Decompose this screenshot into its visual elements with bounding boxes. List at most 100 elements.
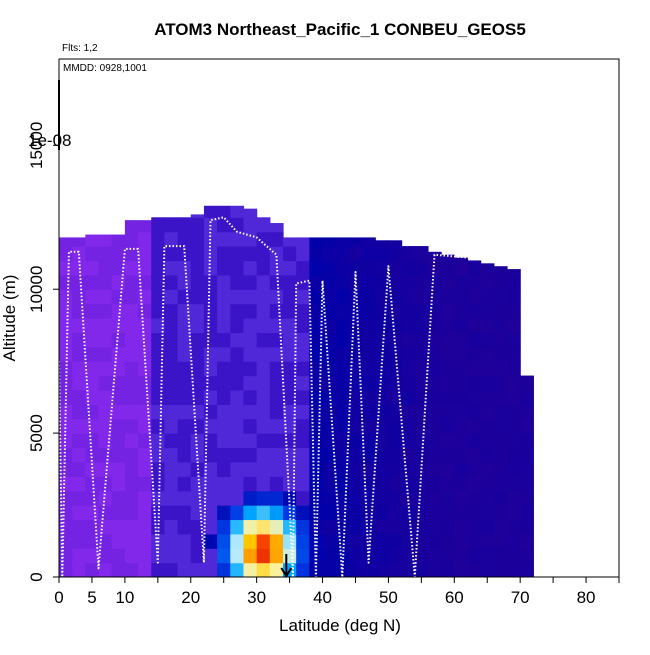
heatmap-cell: [217, 519, 231, 535]
heatmap-cell: [441, 418, 455, 434]
heatmap-cell: [296, 303, 310, 319]
heatmap-cell: [480, 303, 495, 319]
heatmap-cell: [217, 447, 231, 463]
heatmap-cell: [401, 332, 416, 348]
heatmap-cell: [335, 237, 350, 247]
heatmap-cell: [217, 375, 231, 391]
heatmap-cell: [164, 476, 179, 492]
heatmap-cell: [520, 404, 534, 420]
heatmap-cell: [203, 418, 218, 434]
heatmap-cell: [348, 490, 363, 506]
heatmap-cell: [493, 505, 508, 521]
heatmap-cell: [401, 533, 416, 549]
heatmap-cell: [138, 505, 152, 521]
heatmap-cell: [427, 418, 442, 434]
heatmap-cell: [414, 246, 429, 262]
heatmap-cell: [190, 214, 205, 218]
heatmap-cell: [177, 231, 192, 247]
heatmap-cell: [177, 389, 192, 405]
heatmap-cell: [269, 418, 284, 434]
heatmap-cell: [283, 548, 297, 564]
heatmap-cell: [296, 519, 310, 535]
heatmap-cell: [296, 490, 310, 506]
heatmap-cell: [348, 303, 363, 319]
heatmap-cell: [138, 246, 152, 262]
heatmap-cell: [85, 548, 100, 564]
heatmap-cell: [467, 562, 482, 577]
heatmap-cell: [243, 389, 258, 405]
heatmap-cell: [507, 533, 521, 549]
heatmap-cell: [177, 289, 192, 305]
heatmap-cell: [480, 433, 495, 449]
heatmap-cell: [322, 461, 337, 477]
heatmap-cell: [296, 548, 310, 564]
heatmap-cell: [467, 533, 482, 549]
heatmap-cell: [414, 289, 429, 305]
heatmap-cell: [138, 318, 152, 333]
heatmap-cell: [243, 346, 258, 362]
heatmap-cell: [375, 246, 390, 262]
x-tick-label: 40: [313, 588, 332, 607]
heatmap-cell: [401, 433, 416, 449]
heatmap-cell: [243, 461, 258, 477]
heatmap-cell: [375, 318, 390, 333]
heatmap-cell: [230, 231, 245, 247]
heatmap-cell: [520, 375, 534, 391]
heatmap-cell: [243, 519, 258, 535]
heatmap-cell: [164, 562, 179, 577]
heatmap-cell: [362, 461, 376, 477]
heatmap-cell: [362, 246, 376, 262]
heatmap-cell: [441, 274, 455, 290]
heatmap-cell: [138, 461, 152, 477]
heatmap-cell: [467, 274, 482, 290]
heatmap-cell: [98, 447, 113, 463]
heatmap-cell: [296, 274, 310, 290]
heatmap-cell: [454, 490, 469, 506]
heatmap-cell: [283, 418, 297, 434]
heatmap-cell: [256, 332, 271, 348]
heatmap-cell: [309, 375, 324, 391]
heatmap-cell: [217, 490, 231, 506]
heatmap-cell: [388, 389, 403, 405]
heatmap-cell: [230, 490, 245, 506]
heatmap-cell: [230, 274, 245, 290]
y-tick-label: 0: [27, 572, 46, 581]
heatmap-cell: [362, 375, 376, 391]
heatmap-cell: [427, 346, 442, 362]
heatmap-cell: [230, 505, 245, 521]
heatmap-cell: [296, 260, 310, 276]
heatmap-cell: [230, 260, 245, 276]
heatmap-cell: [217, 418, 231, 434]
heatmap-cell: [256, 303, 271, 319]
heatmap-cell: [85, 562, 100, 577]
heatmap-cell: [520, 548, 534, 564]
heatmap-cell: [493, 332, 508, 348]
heatmap-cell: [480, 505, 495, 521]
heatmap-cell: [480, 318, 495, 333]
heatmap-cell: [388, 318, 403, 333]
heatmap-cell: [256, 246, 271, 262]
heatmap-cell: [467, 318, 482, 333]
x-tick-label: 5: [87, 588, 96, 607]
heatmap-cell: [283, 260, 297, 276]
heatmap-cell: [269, 433, 284, 449]
heatmap-cell: [203, 461, 218, 477]
heatmap-cell: [507, 433, 521, 449]
heatmap-cell: [427, 303, 442, 319]
heatmap-cell: [85, 476, 100, 492]
heatmap-cell: [388, 260, 403, 276]
heatmap-cell: [283, 476, 297, 492]
heatmap-cell: [124, 533, 139, 549]
heatmap-cell: [124, 375, 139, 391]
heatmap-cell: [441, 375, 455, 391]
heatmap-cell: [309, 332, 324, 348]
heatmap-cell: [230, 404, 245, 420]
heatmap-cell: [427, 260, 442, 276]
heatmap-cell: [283, 533, 297, 549]
heatmap-cell: [441, 318, 455, 333]
y-axis-label: Altitude (m): [0, 275, 19, 362]
heatmap-cell: [375, 303, 390, 319]
heatmap-cell: [190, 418, 205, 434]
heatmap-cell: [243, 246, 258, 262]
heatmap-cell: [85, 447, 100, 463]
